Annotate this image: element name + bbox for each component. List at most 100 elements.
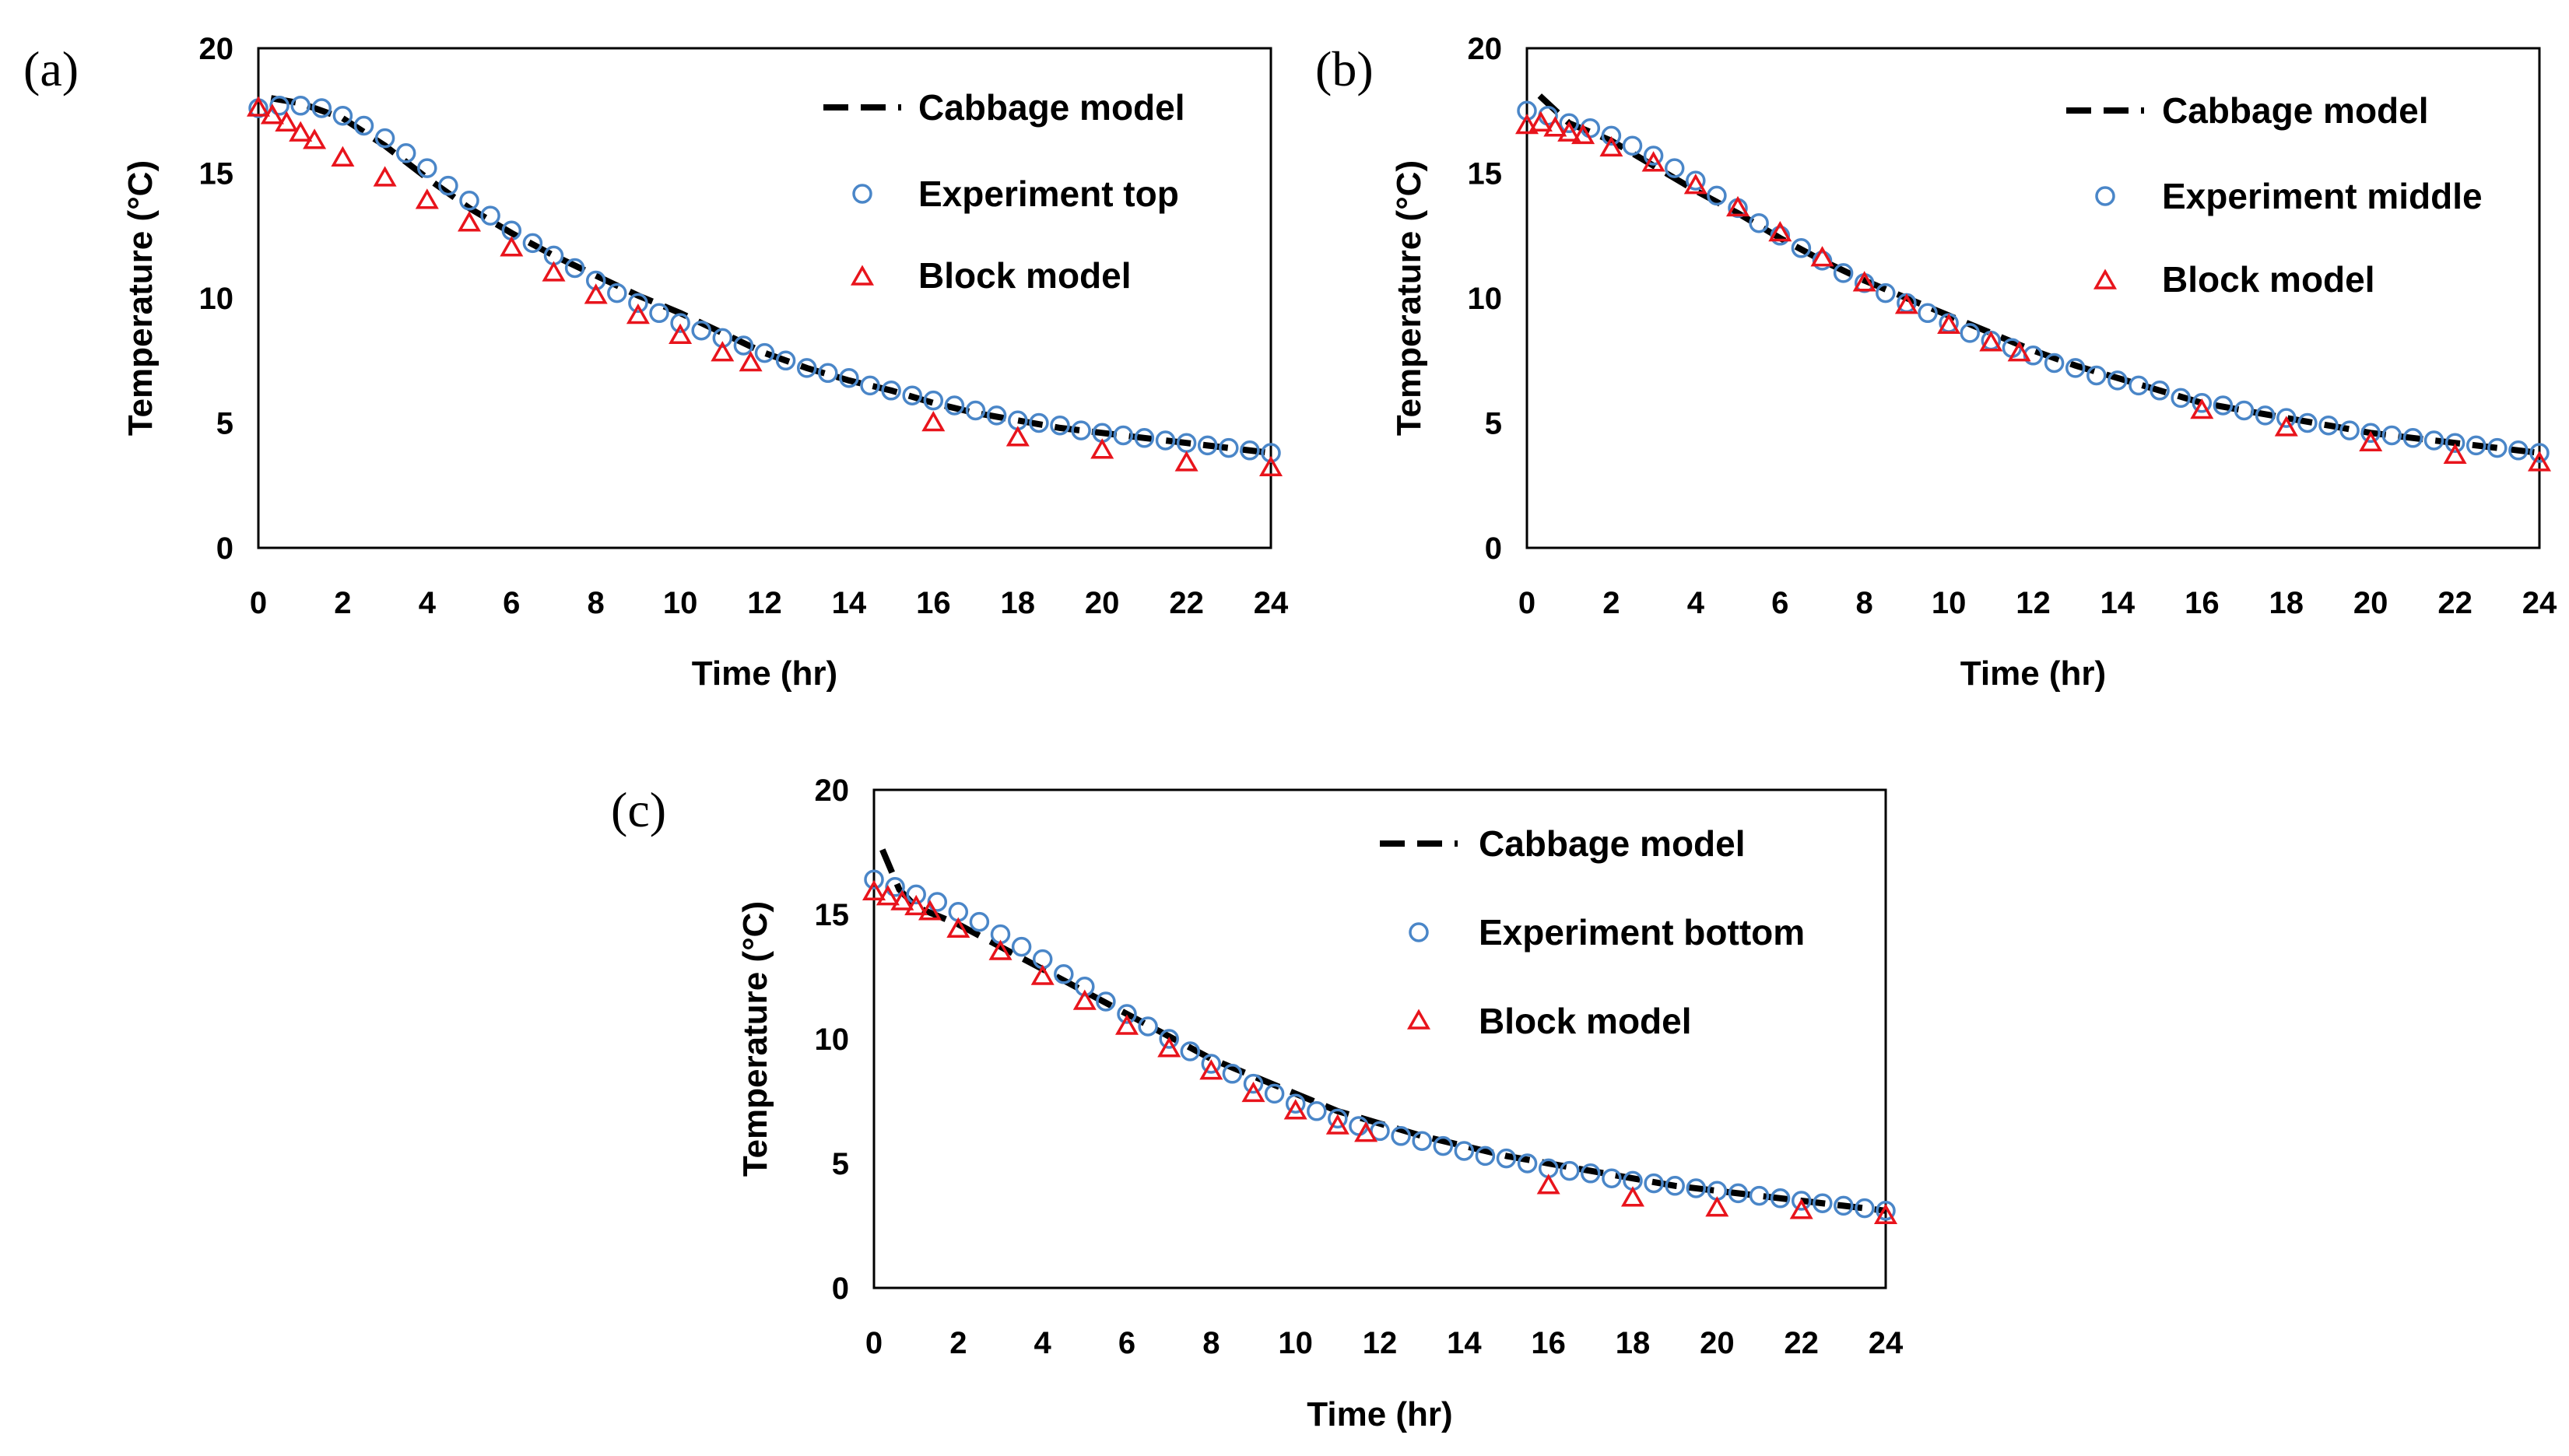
experiment-point: [1602, 1168, 1622, 1188]
experiment-point: [1686, 170, 1706, 191]
data-marks: [1514, 93, 2552, 472]
y-tick-label: 20: [199, 32, 234, 66]
experiment-point: [607, 282, 627, 303]
x-axis-ticks: 0 2 4 6 8 10 12 14 16 18 20 22 24: [1518, 586, 2557, 620]
x-tick-label: 20: [1700, 1326, 1735, 1360]
x-tick-label: 24: [2522, 586, 2557, 620]
block-model-point: [1937, 313, 1961, 335]
block-model-point: [1157, 1037, 1181, 1058]
experiment-point: [1222, 1064, 1243, 1084]
experiment-point: [691, 320, 711, 341]
block-model-point: [1354, 1121, 1378, 1142]
experiment-point: [2508, 440, 2529, 461]
y-tick-label: 15: [815, 898, 850, 932]
experiment-point: [1264, 1083, 1285, 1104]
experiment-point: [1833, 263, 1854, 283]
block-model-point: [1683, 174, 1707, 195]
legend-label-cabbage-model: Cabbage model: [2162, 90, 2429, 131]
x-tick-label: 24: [1254, 586, 1289, 620]
experiment-point: [1601, 125, 1622, 146]
y-axis-ticks: 0 5 10 15 20: [815, 774, 850, 1306]
block-model-point: [1979, 331, 2003, 352]
x-tick-label: 2: [949, 1326, 967, 1360]
experiment-point: [965, 400, 986, 421]
experiment-point: [1643, 146, 1664, 166]
experiment-point: [1707, 185, 1727, 206]
legend-label-experiment: Experiment top: [918, 174, 1179, 214]
block-model-point: [862, 879, 886, 900]
x-tick-label: 8: [1202, 1326, 1220, 1360]
experiment-point: [2065, 358, 2086, 378]
x-tick-label: 4: [1034, 1326, 1052, 1360]
x-tick-label: 2: [334, 586, 351, 620]
data-marks: [246, 95, 1283, 477]
experiment-point: [1261, 443, 1281, 463]
block-model-point: [1557, 121, 1581, 142]
experiment-point: [1517, 100, 1537, 121]
x-tick-label: 16: [1531, 1326, 1566, 1360]
experiment-point: [2360, 423, 2381, 444]
experiment-point: [2339, 420, 2360, 440]
experiment-point: [290, 96, 311, 116]
experiment-point: [839, 367, 859, 388]
experiment-point: [906, 884, 926, 905]
block-model-point: [1789, 1198, 1813, 1219]
experiment-point: [1686, 1178, 1707, 1198]
experiment-point: [2487, 437, 2508, 458]
experiment-point: [881, 381, 901, 401]
legend-swatch-experiment: [852, 184, 872, 204]
experiment-point: [585, 270, 606, 291]
experiment-point: [775, 350, 796, 371]
experiment-point: [1876, 1201, 1896, 1221]
x-axis-ticks: 0 2 4 6 8 10 12 14 16 18 20 22 24: [250, 586, 1289, 620]
experiment-point: [1412, 1131, 1432, 1151]
block-model-point: [1325, 1114, 1349, 1135]
experiment-point: [1180, 1041, 1201, 1061]
experiment-point: [2444, 433, 2465, 453]
block-model-point: [904, 894, 928, 916]
experiment-point: [1812, 251, 1833, 271]
y-axis-title: Temperature (°C): [121, 160, 160, 436]
block-model-point: [1641, 151, 1665, 172]
block-model-point: [2190, 398, 2214, 419]
block-model-point: [1536, 1174, 1560, 1195]
experiment-point: [417, 158, 437, 178]
block-model-point: [275, 111, 299, 132]
experiment-point: [2529, 443, 2550, 463]
block-model-point: [1283, 1099, 1307, 1120]
y-tick-label: 0: [216, 532, 233, 566]
block-model-point: [260, 103, 284, 125]
data-marks: [862, 848, 1898, 1224]
y-tick-label: 15: [1468, 157, 1503, 191]
block-model-point: [1571, 123, 1595, 145]
block-model-point: [373, 166, 397, 187]
experiment-point: [2192, 393, 2213, 413]
y-tick-label: 10: [815, 1023, 850, 1057]
panel-label: (c): [611, 782, 666, 837]
experiment-point: [860, 375, 880, 396]
experiment-point: [1050, 415, 1070, 436]
experiment-point: [1240, 440, 1260, 461]
y-tick-label: 20: [815, 774, 850, 808]
x-tick-label: 6: [503, 586, 520, 620]
y-axis-title: Temperature (°C): [736, 901, 774, 1177]
x-tick-label: 8: [588, 586, 605, 620]
experiment-point: [2402, 428, 2423, 448]
experiment-point: [2255, 405, 2276, 426]
panel-label: (a): [23, 41, 79, 96]
experiment-point: [969, 911, 990, 932]
panel-label: (b): [1315, 41, 1374, 96]
experiment-point: [480, 205, 500, 226]
experiment-point: [1433, 1135, 1454, 1156]
plot-area: [257, 47, 1272, 549]
y-tick-label: 10: [199, 282, 234, 316]
x-tick-label: 14: [832, 586, 867, 620]
experiment-point: [1665, 1176, 1685, 1196]
legend-label-block-model: Block model: [2162, 259, 2375, 300]
block-model-point: [1114, 1014, 1139, 1035]
experiment-point: [1307, 1101, 1327, 1121]
block-model-point: [1199, 1059, 1223, 1080]
x-tick-label: 0: [250, 586, 267, 620]
block-model-point: [1241, 1081, 1265, 1103]
